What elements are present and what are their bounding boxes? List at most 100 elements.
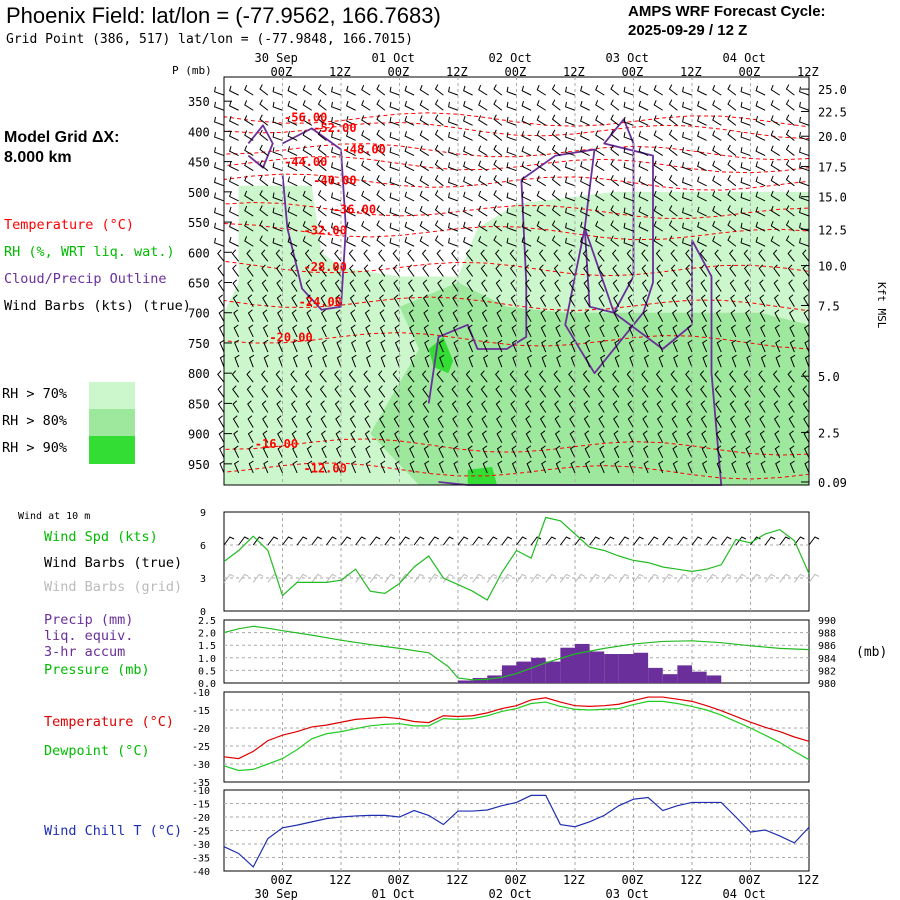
wind-10m-barb (369, 573, 381, 583)
wind-10m-barb (296, 536, 308, 546)
wind-barb (730, 324, 737, 338)
wind-barb (610, 99, 620, 111)
wind-10m-barb (267, 536, 279, 546)
wind-barb (554, 400, 561, 413)
wind-10m-barb (545, 573, 556, 583)
wind-barb (657, 309, 664, 323)
pressure-line (223, 625, 810, 681)
wind-barb (436, 264, 444, 277)
wind-barb (712, 221, 722, 232)
wind-barb (292, 354, 299, 368)
wind-barb (364, 309, 371, 323)
wind-barb (685, 279, 693, 292)
wind-barb (760, 339, 766, 353)
wind-barb (219, 460, 225, 474)
wind-barb (712, 145, 722, 157)
wind-barb (364, 279, 371, 292)
wind-barb (789, 324, 795, 338)
precip-tick-label: 0.0 (198, 679, 216, 690)
wind-barb (244, 205, 254, 217)
wind-barb (673, 354, 679, 368)
wind-barb (448, 192, 459, 202)
wind-10m-barb (589, 536, 600, 546)
wind-barb (437, 294, 444, 307)
wind-barb (536, 175, 547, 187)
wind-barb (755, 176, 766, 187)
wind-barb (539, 400, 547, 413)
wind-barb (598, 400, 605, 413)
wind-barb (730, 430, 737, 443)
wind-barb (580, 206, 590, 217)
wind-10m-barb (442, 573, 454, 583)
temperature-contour-label: -56.00 (284, 110, 327, 124)
wind-barb (351, 339, 357, 353)
wind-barb (437, 400, 444, 413)
wind-barb (770, 130, 781, 141)
wind-10m-barb (296, 573, 308, 583)
wind-barb (389, 207, 400, 217)
wind-barb (743, 249, 751, 262)
wind-barb (745, 339, 751, 353)
wind-barb (509, 385, 517, 398)
wind-barb (702, 460, 708, 474)
wind-barb (376, 84, 386, 96)
wind-barb (419, 160, 430, 172)
wind-barb (287, 131, 298, 141)
wind-10m-barb (369, 536, 381, 546)
wind-barb (580, 176, 590, 187)
wind-barb (729, 400, 737, 413)
top-hour-label: 12Z (563, 65, 585, 79)
wind-barb (275, 370, 283, 383)
wind-barb (670, 385, 678, 398)
wind-barb (774, 324, 781, 338)
wind-barb (493, 205, 503, 217)
wind-barb (623, 237, 634, 247)
wind-barb (495, 400, 503, 413)
wind-barb (478, 160, 488, 172)
wind-barb (788, 309, 795, 323)
wind-barb (686, 294, 693, 307)
wind-barb (743, 370, 751, 383)
wind-barb (321, 339, 327, 353)
wind-barb (803, 309, 810, 323)
wind-10m-barb (735, 536, 747, 546)
top-date-label: 01 Oct (372, 51, 415, 65)
wind-barb (668, 235, 678, 247)
wind-10m-barb (633, 536, 644, 546)
wind-barb (509, 370, 517, 383)
wind-barb (727, 220, 737, 232)
kft-tick-label: 25.0 (818, 83, 847, 97)
wind-barb (773, 385, 781, 398)
wind-barb (653, 221, 664, 232)
wind-barb (307, 339, 313, 353)
wind-barb (570, 354, 576, 368)
wind-barb (478, 175, 488, 187)
pressure-axis-label: P (mb) (172, 64, 212, 77)
wind-barb (272, 237, 283, 247)
wind-barb (540, 324, 547, 338)
wind-barb (599, 339, 605, 353)
wind-barb (744, 294, 751, 307)
wind-barb (248, 324, 254, 338)
model-grid-dx-label: Model Grid ΔX: (4, 129, 120, 146)
wind-barb (346, 116, 356, 126)
wind-10m-barb (676, 573, 688, 583)
wind-barb (583, 415, 591, 428)
wind-barb (570, 460, 576, 474)
wind-barb (361, 115, 371, 126)
wind-barb (262, 324, 269, 338)
wind-barb (423, 324, 430, 338)
wind-barb (317, 220, 327, 232)
wind-barb (685, 385, 693, 398)
wind-barb (291, 309, 298, 323)
wind-10m-barb (603, 573, 615, 583)
wind-barb (478, 130, 488, 141)
wind-barb (628, 309, 634, 323)
wind-barb (346, 161, 356, 172)
wind-barb (727, 129, 737, 141)
wind-barb (350, 309, 357, 323)
temperature-contour-line (223, 156, 810, 174)
wind-barb (524, 370, 532, 383)
wind-barb (770, 85, 781, 96)
wind-barb (682, 222, 693, 232)
